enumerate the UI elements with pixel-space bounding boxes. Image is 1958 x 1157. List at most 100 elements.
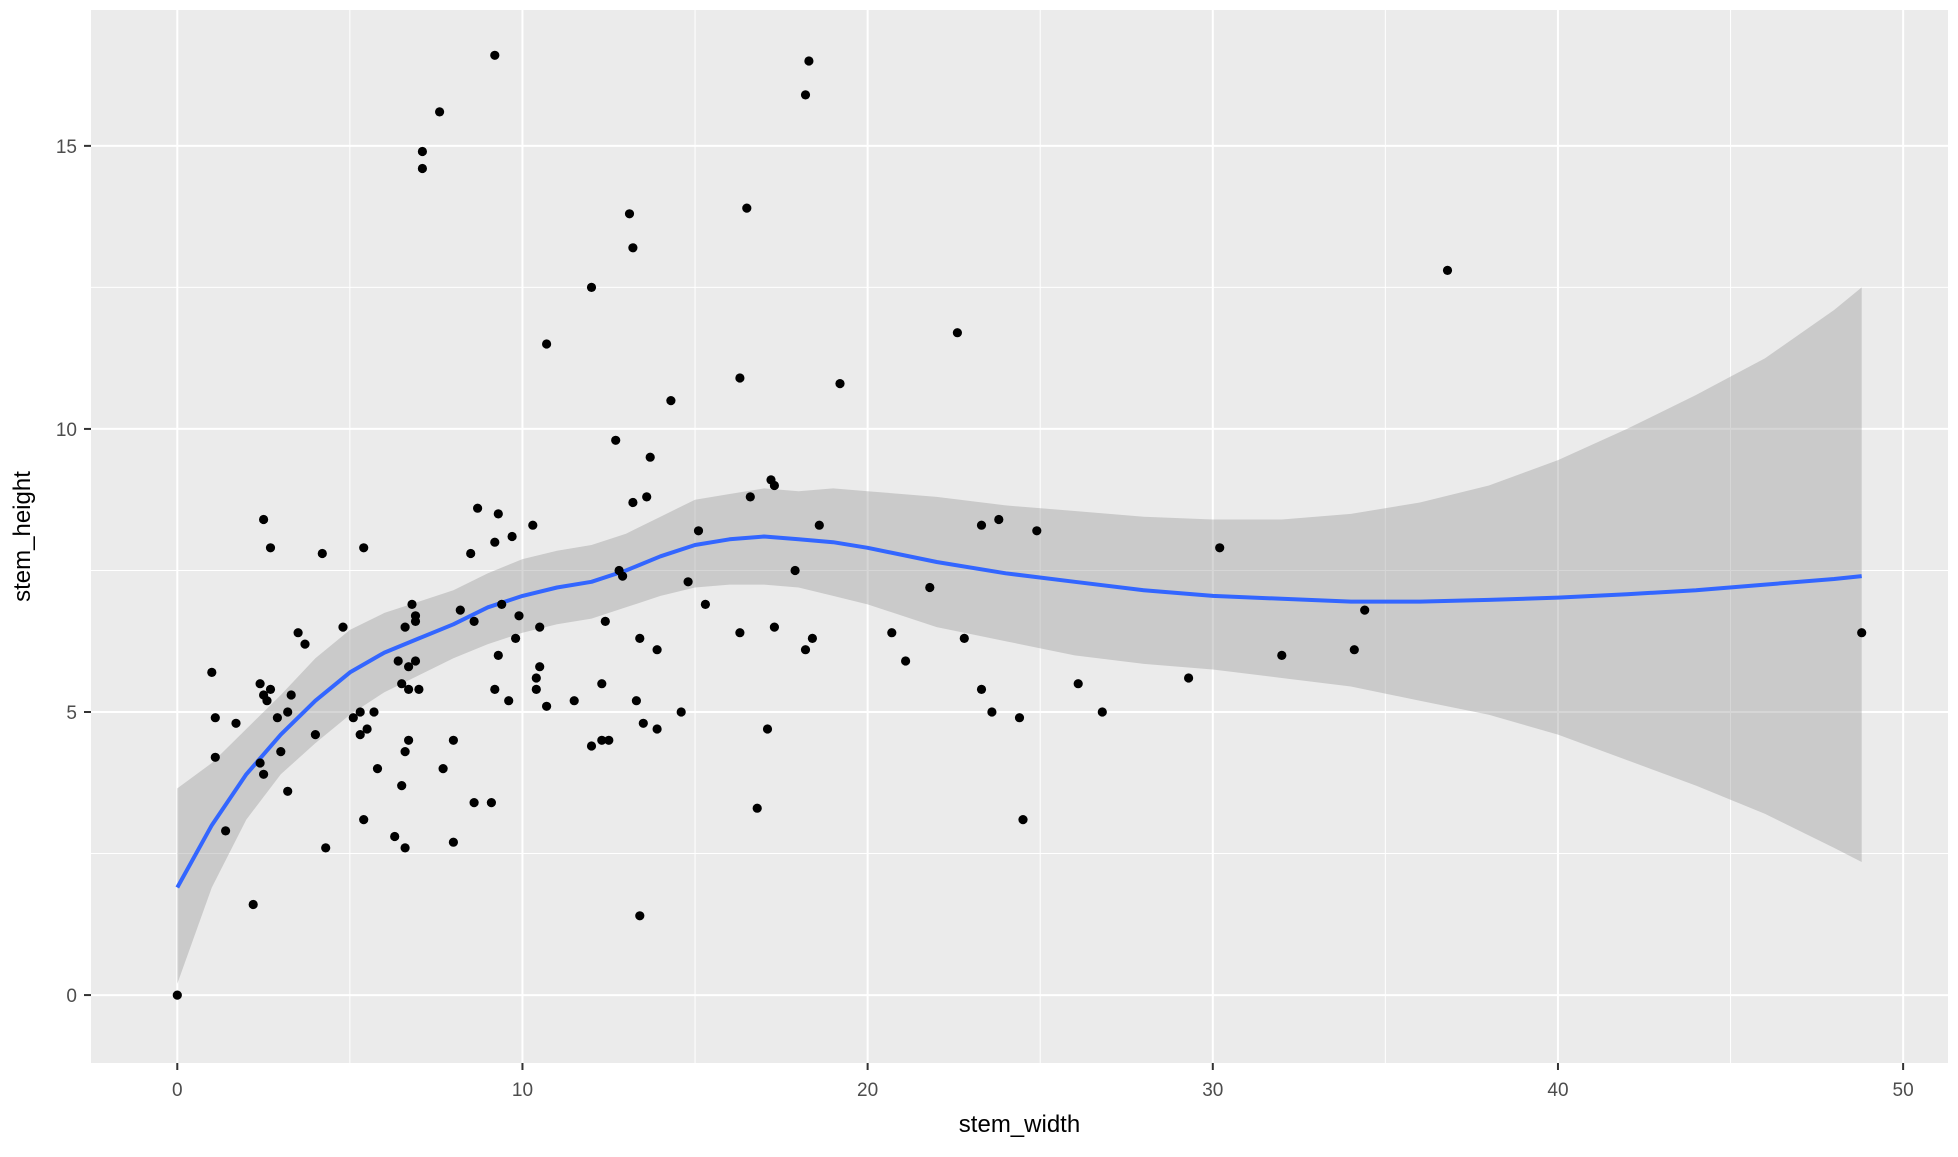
x-axis: 0 10 20 30 40 50: [172, 1063, 1914, 1101]
y-tick-label: 10: [56, 420, 77, 441]
data-point: [976, 520, 987, 530]
data-point: [248, 899, 258, 910]
data-point: [255, 679, 265, 689]
data-point: [952, 328, 963, 338]
data-point: [807, 633, 818, 644]
data-point: [221, 826, 231, 836]
data-point: [255, 758, 265, 768]
data-point: [355, 730, 365, 740]
data-point: [265, 684, 276, 695]
data-point: [490, 50, 500, 60]
data-point: [683, 577, 693, 587]
data-point: [355, 707, 365, 717]
data-point: [359, 815, 369, 825]
data-point: [800, 90, 811, 100]
data-point: [404, 684, 414, 695]
data-point: [210, 713, 220, 723]
data-point: [645, 452, 655, 462]
data-point: [1018, 815, 1028, 825]
x-tick-label: 50: [1893, 1080, 1914, 1101]
data-point: [959, 633, 969, 644]
y-tick-label: 5: [66, 703, 77, 724]
data-point: [1073, 679, 1083, 689]
data-point: [272, 713, 282, 723]
data-point: [438, 764, 448, 774]
data-point: [600, 616, 610, 627]
data-point: [293, 628, 303, 638]
data-point: [1442, 265, 1453, 275]
data-point: [283, 786, 293, 796]
data-point: [286, 690, 296, 700]
data-point: [887, 628, 897, 638]
data-point: [397, 679, 407, 689]
confidence-band: [177, 287, 1862, 984]
data-point: [493, 650, 503, 661]
data-point: [1349, 645, 1359, 655]
data-point: [1360, 605, 1370, 615]
data-point: [1097, 707, 1107, 717]
data-point: [542, 339, 552, 349]
data-point: [262, 696, 272, 706]
data-point: [390, 831, 400, 842]
smooth-line: [175, 534, 1862, 889]
data-point: [317, 548, 327, 559]
data-point: [1857, 628, 1867, 638]
data-point: [469, 616, 479, 627]
data-point: [473, 503, 483, 513]
major-gridlines: [91, 10, 1948, 1063]
data-point: [504, 696, 514, 706]
data-point: [586, 741, 597, 751]
data-point: [742, 203, 752, 213]
data-point: [493, 509, 503, 519]
data-point: [283, 707, 293, 717]
data-point: [210, 752, 220, 762]
data-point: [469, 798, 479, 808]
data-point: [762, 724, 773, 734]
data-point: [435, 107, 445, 117]
data-point: [207, 667, 217, 678]
data-point: [790, 565, 800, 576]
data-point: [635, 633, 645, 644]
data-point: [976, 684, 987, 695]
data-point: [400, 622, 410, 632]
data-point: [448, 735, 458, 745]
data-point: [804, 56, 814, 66]
data-point: [414, 684, 424, 695]
data-point: [542, 701, 552, 711]
x-tick-label: 40: [1547, 1080, 1568, 1101]
data-point: [624, 209, 635, 219]
data-point: [259, 769, 269, 779]
data-point: [666, 396, 676, 406]
data-point: [652, 724, 662, 734]
y-tick-label: 0: [66, 986, 77, 1007]
data-point: [994, 514, 1004, 525]
data-point: [321, 843, 331, 853]
data-point: [393, 656, 403, 666]
data-point: [417, 163, 427, 174]
data-point: [735, 373, 745, 383]
data-point: [410, 656, 421, 666]
data-points: [172, 50, 1867, 1000]
data-point: [372, 764, 383, 774]
data-point: [400, 747, 410, 757]
data-point: [1277, 650, 1287, 661]
data-point: [987, 707, 997, 717]
data-point: [490, 684, 500, 695]
data-point: [486, 798, 496, 808]
data-point: [586, 282, 597, 292]
data-point: [259, 514, 269, 525]
y-tick-label: 15: [56, 137, 77, 158]
data-point: [769, 622, 780, 632]
data-point: [514, 611, 524, 621]
y-axis-title: stem_height: [9, 471, 36, 602]
data-point: [604, 735, 614, 745]
data-point: [507, 531, 517, 542]
data-point: [407, 599, 417, 610]
data-point: [835, 379, 845, 389]
data-point: [628, 497, 638, 508]
data-point: [276, 747, 286, 757]
data-point: [597, 679, 607, 689]
data-point: [455, 605, 465, 615]
